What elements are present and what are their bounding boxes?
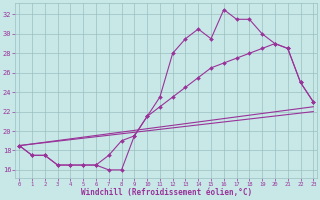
X-axis label: Windchill (Refroidissement éolien,°C): Windchill (Refroidissement éolien,°C) [81,188,252,197]
